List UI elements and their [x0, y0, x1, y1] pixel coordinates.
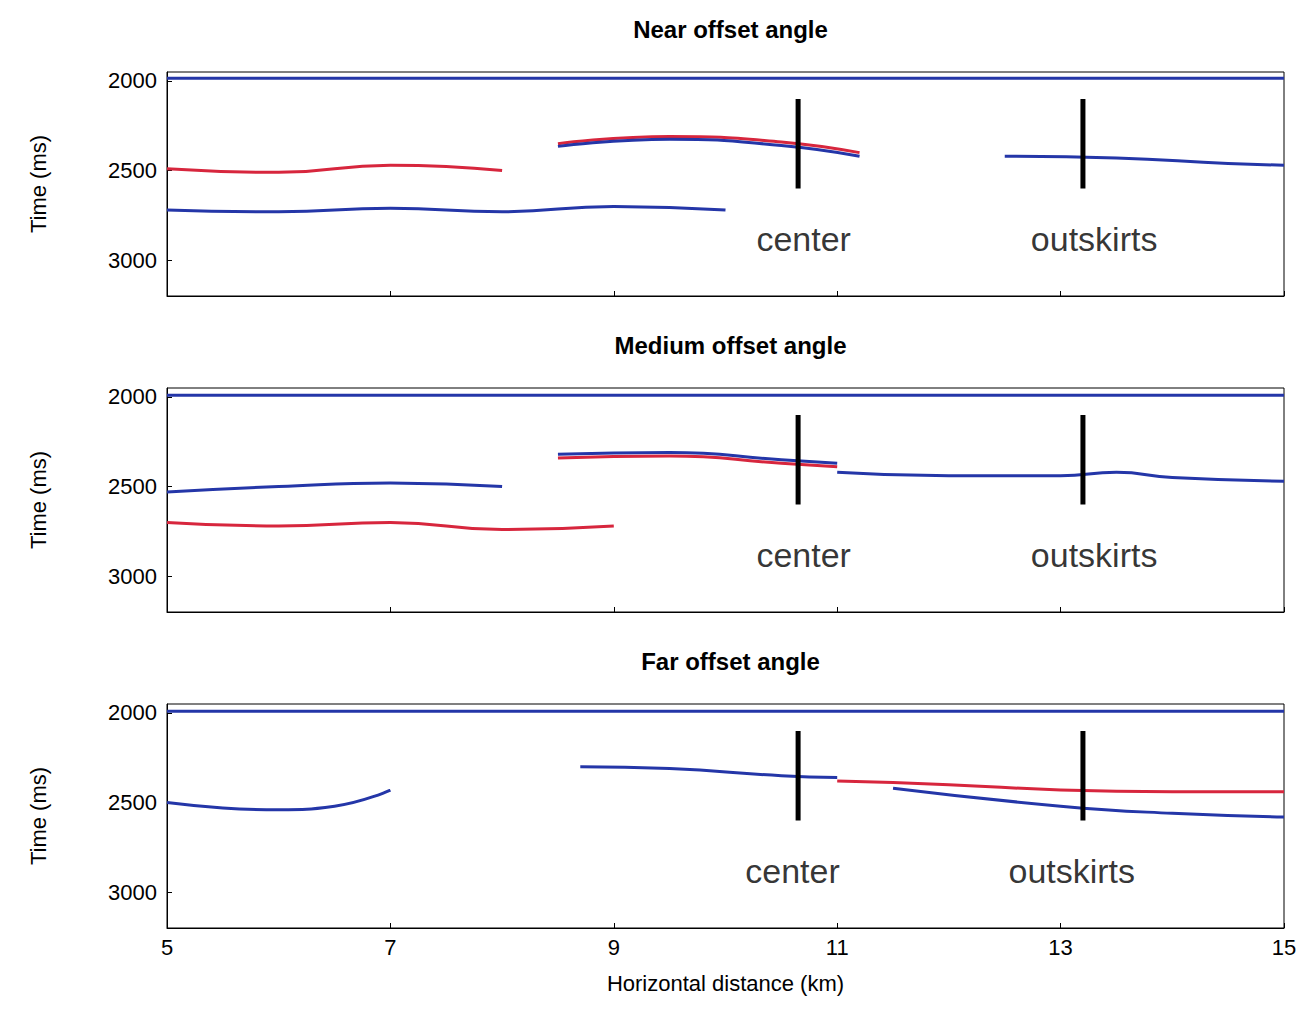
svg-text:3000: 3000 — [108, 564, 157, 589]
svg-text:2500: 2500 — [108, 790, 157, 815]
svg-text:Horizontal distance (km): Horizontal distance (km) — [607, 971, 844, 996]
svg-text:2500: 2500 — [108, 158, 157, 183]
svg-text:7: 7 — [384, 935, 396, 960]
svg-text:Near offset angle: Near offset angle — [633, 16, 828, 43]
svg-text:Time (ms): Time (ms) — [26, 451, 51, 549]
svg-text:11: 11 — [826, 935, 849, 960]
svg-text:center: center — [745, 852, 840, 890]
svg-text:2000: 2000 — [108, 68, 157, 93]
svg-text:outskirts: outskirts — [1008, 852, 1135, 890]
svg-text:Far offset angle: Far offset angle — [641, 648, 820, 675]
svg-text:2000: 2000 — [108, 384, 157, 409]
svg-text:2000: 2000 — [108, 700, 157, 725]
svg-text:2500: 2500 — [108, 474, 157, 499]
svg-text:9: 9 — [608, 935, 620, 960]
svg-text:Time (ms): Time (ms) — [26, 767, 51, 865]
svg-text:13: 13 — [1048, 935, 1072, 960]
svg-text:center: center — [756, 220, 851, 258]
svg-text:15: 15 — [1272, 935, 1296, 960]
svg-text:3000: 3000 — [108, 880, 157, 905]
svg-text:outskirts: outskirts — [1031, 220, 1158, 258]
svg-text:5: 5 — [161, 935, 173, 960]
svg-text:Time (ms): Time (ms) — [26, 135, 51, 233]
svg-text:Medium offset angle: Medium offset angle — [614, 332, 846, 359]
svg-text:outskirts: outskirts — [1031, 536, 1158, 574]
svg-text:center: center — [756, 536, 851, 574]
svg-text:3000: 3000 — [108, 248, 157, 273]
